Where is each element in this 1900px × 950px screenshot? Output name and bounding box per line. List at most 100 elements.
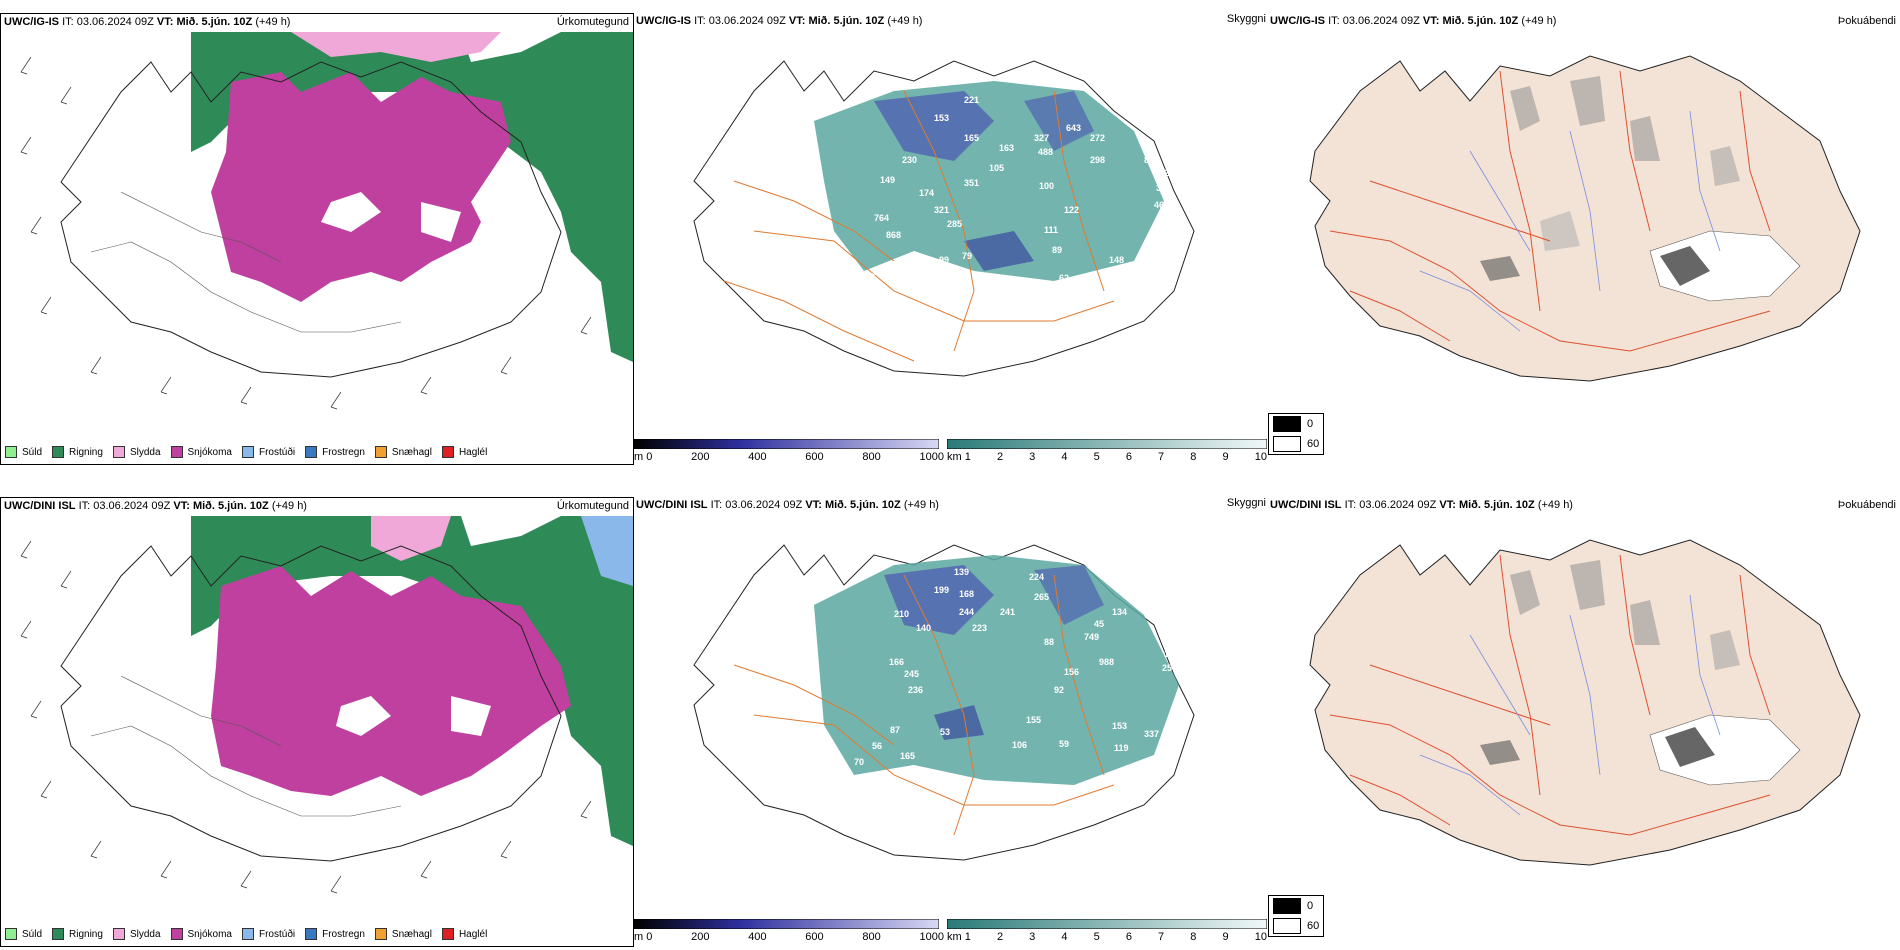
vis-label: 327 xyxy=(1034,133,1049,143)
precip-type-panel-bottom: UWC/DINI ISL IT: 03.06.2024 09Z VT: Mið.… xyxy=(0,497,634,947)
legend-item-frostudi: Frostúði xyxy=(241,446,295,458)
vis-label: 134 xyxy=(1144,267,1159,277)
colorbar-km xyxy=(947,439,1267,449)
vis-label: 53 xyxy=(940,727,950,737)
panel-header: UWC/DINI ISL IT: 03.06.2024 09Z VT: Mið.… xyxy=(1270,499,1573,511)
vis-label: 59 xyxy=(871,267,881,277)
vis-label: 163 xyxy=(999,143,1014,153)
panel-title: Úrkomutegund xyxy=(556,500,629,512)
vis-label: 153 xyxy=(934,113,949,123)
vis-label: 122 xyxy=(1064,205,1079,215)
vis-label: 117 xyxy=(929,283,944,293)
vis-label: 70 xyxy=(854,757,864,767)
vis-label: 62 xyxy=(1059,273,1069,283)
vis-label: 139 xyxy=(954,567,969,577)
vis-label: 236 xyxy=(908,685,923,695)
legend-item-snaehagl: Snæhagl xyxy=(374,928,432,940)
legend-item-frostudi: Frostúði xyxy=(241,928,295,940)
colorbar-km-labels: km 1 2 3 4 5 6 7 8 9 10 xyxy=(947,451,1267,463)
panel-title: Skyggni xyxy=(1226,13,1266,25)
panel-header: UWC/IG-IS IT: 03.06.2024 09Z VT: Mið. 5.… xyxy=(4,16,291,28)
opacity-legend-top: 0 60 xyxy=(1268,413,1325,455)
colorbar-m xyxy=(634,919,939,929)
vis-label: 244 xyxy=(959,607,974,617)
vis-label: 45 xyxy=(1094,619,1104,629)
vis-label: 223 xyxy=(972,623,987,633)
vis-label: 111 xyxy=(1044,225,1058,235)
vis-label: 86 xyxy=(1114,278,1124,288)
colorbar-km xyxy=(947,919,1267,929)
vis-label: 868 xyxy=(886,230,901,240)
colorbar-m-labels: m 0 200 400 600 800 1000 xyxy=(634,451,944,463)
panel-header: UWC/DINI ISL IT: 03.06.2024 09Z VT: Mið.… xyxy=(636,499,939,511)
vis-label: 200 xyxy=(1164,168,1179,178)
vis-label: 166 xyxy=(889,657,904,667)
vis-label: 92 xyxy=(1054,685,1064,695)
vis-label: 285 xyxy=(947,219,962,229)
vis-label: 56 xyxy=(872,741,882,751)
vis-label: 337 xyxy=(1144,729,1159,739)
visibility-panel-top: UWC/IG-IS IT: 03.06.2024 09Z VT: Mið. 5.… xyxy=(634,13,1270,465)
cloud-panel-top: UWC/IG-IS IT: 03.06.2024 09Z VT: Mið. 5.… xyxy=(1270,13,1900,433)
visibility-map: 221 153 165 163 105 351 230 149 174 321 … xyxy=(693,60,1195,377)
precip-type-map xyxy=(20,32,633,410)
vis-label: 153 xyxy=(1112,721,1127,731)
precip-legend: Súld Rigning Slydda Snjókoma Frostúði Fr… xyxy=(5,446,487,458)
legend-item-slydda: Slydda xyxy=(112,928,161,940)
vis-label: 155 xyxy=(1026,715,1041,725)
precip-legend: Súld Rigning Slydda Snjókoma Frostúði Fr… xyxy=(5,928,487,940)
precip-type-map xyxy=(20,516,633,894)
vis-label: 59 xyxy=(1059,739,1069,749)
vis-label: 488 xyxy=(1038,147,1053,157)
vis-label: 321 xyxy=(934,205,949,215)
colorbar-km-labels: km 1 2 3 4 5 6 7 8 9 10 xyxy=(947,931,1267,943)
colorbar-m xyxy=(634,439,939,449)
vis-label: 241 xyxy=(1000,607,1015,617)
legend-item-snjokoma: Snjókoma xyxy=(170,446,232,458)
vis-label: 37 xyxy=(1164,635,1174,645)
vis-label: 106 xyxy=(1012,740,1027,750)
vis-label: 643 xyxy=(1066,123,1081,133)
vis-label: 988 xyxy=(1099,657,1114,667)
legend-item-rigning: Rigning xyxy=(52,446,103,458)
vis-label: 149 xyxy=(880,175,895,185)
legend-item-snjokoma: Snjókoma xyxy=(170,928,232,940)
vis-label: 134 xyxy=(1112,607,1127,617)
vis-label: 351 xyxy=(964,178,979,188)
vis-label: 221 xyxy=(964,95,979,105)
vis-label: 46 xyxy=(1154,200,1164,210)
vis-label: 245 xyxy=(904,669,919,679)
colorbar-m-labels: m 0 200 400 600 800 1000 xyxy=(634,931,944,943)
panel-header: UWC/DINI ISL IT: 03.06.2024 09Z VT: Mið.… xyxy=(4,500,307,512)
legend-item-sudl: Súld xyxy=(5,928,42,940)
vis-label: 88 xyxy=(1044,637,1054,647)
legend-item-sudl: Súld xyxy=(5,446,42,458)
vis-label: 298 xyxy=(1090,155,1105,165)
vis-label: 230 xyxy=(902,155,917,165)
vis-label: 272 xyxy=(1090,133,1105,143)
vis-label: 764 xyxy=(874,213,889,223)
legend-item-slydda: Slydda xyxy=(112,446,161,458)
cloud-map xyxy=(1309,55,1861,382)
vis-label: 148 xyxy=(1109,255,1124,265)
vis-label: 165 xyxy=(900,751,915,761)
precip-type-panel-top: UWC/IG-IS IT: 03.06.2024 09Z VT: Mið. 5.… xyxy=(0,13,634,465)
vis-label: 165 xyxy=(964,133,979,143)
legend-item-haglel: Haglél xyxy=(441,928,487,940)
vis-label: 140 xyxy=(916,623,931,633)
vis-label: 85 xyxy=(934,902,944,912)
vis-label: 105 xyxy=(989,163,1004,173)
legend-item-haglel: Haglél xyxy=(441,446,487,458)
legend-item-rigning: Rigning xyxy=(52,928,103,940)
panel-header: UWC/IG-IS IT: 03.06.2024 09Z VT: Mið. 5.… xyxy=(1270,15,1557,27)
vis-label: 87 xyxy=(909,255,919,265)
legend-item-frostregn: Frostregn xyxy=(305,446,365,458)
legend-item-snaehagl: Snæhagl xyxy=(374,446,432,458)
opacity-legend-bottom: 0 60 xyxy=(1268,895,1325,937)
vis-label: 199 xyxy=(934,585,949,595)
vis-label: 87 xyxy=(890,725,900,735)
legend-item-frostregn: Frostregn xyxy=(305,928,365,940)
vis-label: 210 xyxy=(894,609,909,619)
vis-label: 82 xyxy=(1144,155,1154,165)
cloud-map xyxy=(1309,539,1861,866)
